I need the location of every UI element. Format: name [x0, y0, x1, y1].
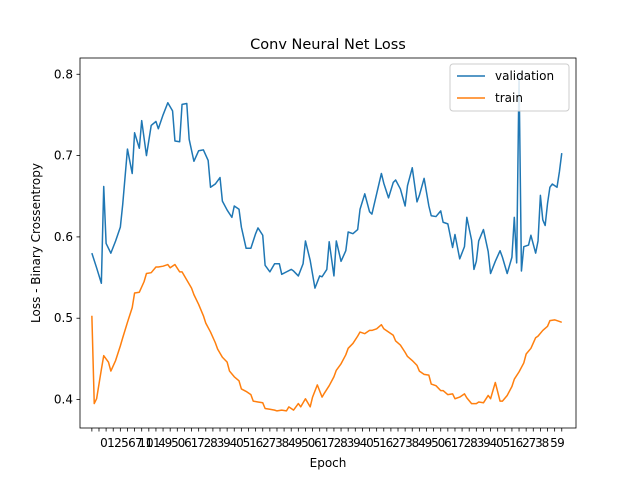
x-tick-label-overlap: 2	[392, 436, 400, 450]
y-tick-label: 0.6	[54, 230, 73, 244]
x-tick-label-overlap: 1	[379, 436, 387, 450]
x-tick-label: 5	[550, 436, 558, 450]
x-tick-label-overlap: 3	[275, 436, 283, 450]
x-tick-label-overlap: 5	[431, 436, 439, 450]
x-tick-label-overlap: 4	[158, 436, 166, 450]
x-tick-label-overlap: 4	[288, 436, 296, 450]
x-tick-label-overlap: 9	[483, 436, 491, 450]
x-tick-label-overlap: 5	[373, 436, 381, 450]
x-tick-label-overlap: 3	[535, 436, 543, 450]
x-tick-label-overlap: 3	[217, 436, 225, 450]
series-line-validation	[91, 73, 563, 289]
x-tick-label-overlap: 2	[334, 436, 342, 450]
x-tick-label: 2	[114, 436, 122, 450]
x-tick-label-overlap: 0	[308, 436, 316, 450]
chart-title: Conv Neural Net Loss	[250, 37, 406, 53]
x-tick-label-overlap: 9	[353, 436, 361, 450]
x-tick-label-overlap: 4	[418, 436, 426, 450]
x-tick-label-overlap: 5	[301, 436, 309, 450]
x-tick-label: 11	[145, 436, 160, 450]
x-tick-label-overlap: 7	[269, 436, 277, 450]
x-tick-label-overlap: 8	[282, 436, 290, 450]
x-tick-label-overlap: 4	[230, 436, 238, 450]
series-line-train	[91, 263, 563, 412]
x-tick-label-overlap: 5	[243, 436, 251, 450]
x-tick-label: 7	[135, 436, 143, 450]
x-tick-label-overlap: 8	[542, 436, 550, 450]
legend: validation train	[449, 63, 570, 112]
x-tick-label-overlap: 7	[457, 436, 465, 450]
x-tick-label-overlap: 8	[470, 436, 478, 450]
x-tick-label-overlap: 0	[366, 436, 374, 450]
legend-label-validation: validation	[495, 69, 554, 83]
x-tick-label-overlap: 1	[321, 436, 329, 450]
x-tick-label-overlap: 6	[516, 436, 524, 450]
x-tick-label-overlap: 2	[262, 436, 270, 450]
x-tick-label-overlap: 0	[178, 436, 186, 450]
x-tick-label-overlap: 8	[412, 436, 420, 450]
y-tick-label: 0.7	[54, 149, 73, 163]
x-tick-label-overlap: 2	[522, 436, 530, 450]
x-tick-label-overlap: 9	[223, 436, 231, 450]
y-tick-label: 0.8	[54, 67, 73, 81]
x-tick-label: 5	[121, 436, 129, 450]
x-tick-label-overlap: 6	[444, 436, 452, 450]
x-tick-label-overlap: 1	[249, 436, 257, 450]
x-tick-label-overlap: 0	[438, 436, 446, 450]
x-tick-label-overlap: 7	[197, 436, 205, 450]
y-axis-label: Loss - Binary Crossentropy	[29, 163, 43, 323]
x-tick-label-overlap: 4	[360, 436, 368, 450]
x-tick-label-overlap: 3	[405, 436, 413, 450]
x-tick-label-overlap: 1	[509, 436, 517, 450]
x-tick-label-overlap: 0	[236, 436, 244, 450]
x-tick-label-overlap: 6	[184, 436, 192, 450]
x-tick-label-overlap: 8	[210, 436, 218, 450]
x-tick-label: 1	[107, 436, 115, 450]
y-tick-label: 0.5	[54, 311, 73, 325]
y-tick-label: 0.4	[54, 393, 73, 407]
x-tick-label-overlap: 7	[327, 436, 335, 450]
x-tick-label-overlap: 8	[340, 436, 348, 450]
x-axis-label: Epoch	[310, 456, 347, 470]
plot-area-frame	[79, 57, 577, 429]
x-tick-label-overlap: 5	[171, 436, 179, 450]
x-tick-label: 0	[100, 436, 108, 450]
x-tick-label-overlap: 1	[451, 436, 459, 450]
x-tick-label-overlap: 6	[386, 436, 394, 450]
x-tick-label-overlap: 1	[191, 436, 199, 450]
x-tick-label-overlap: 9	[165, 436, 173, 450]
x-tick-label: 9	[557, 436, 565, 450]
x-tick-label: 10	[138, 436, 153, 450]
x-tick-label-overlap: 7	[529, 436, 537, 450]
x-tick-label-overlap: 2	[204, 436, 212, 450]
x-tick-label-overlap: 6	[314, 436, 322, 450]
x-tick-label-overlap: 2	[464, 436, 472, 450]
x-tick-label-overlap: 9	[295, 436, 303, 450]
x-tick-label-overlap: 0	[496, 436, 504, 450]
x-tick-label-overlap: 9	[425, 436, 433, 450]
x-tick-label-overlap: 6	[256, 436, 264, 450]
x-tick-label-overlap: 5	[503, 436, 511, 450]
x-tick-label-overlap: 3	[347, 436, 355, 450]
x-tick-label-overlap: 7	[399, 436, 407, 450]
x-tick-label-overlap: 4	[490, 436, 498, 450]
x-tick-label-overlap: 3	[477, 436, 485, 450]
legend-label-train: train	[495, 91, 523, 105]
x-tick-label: 6	[128, 436, 136, 450]
